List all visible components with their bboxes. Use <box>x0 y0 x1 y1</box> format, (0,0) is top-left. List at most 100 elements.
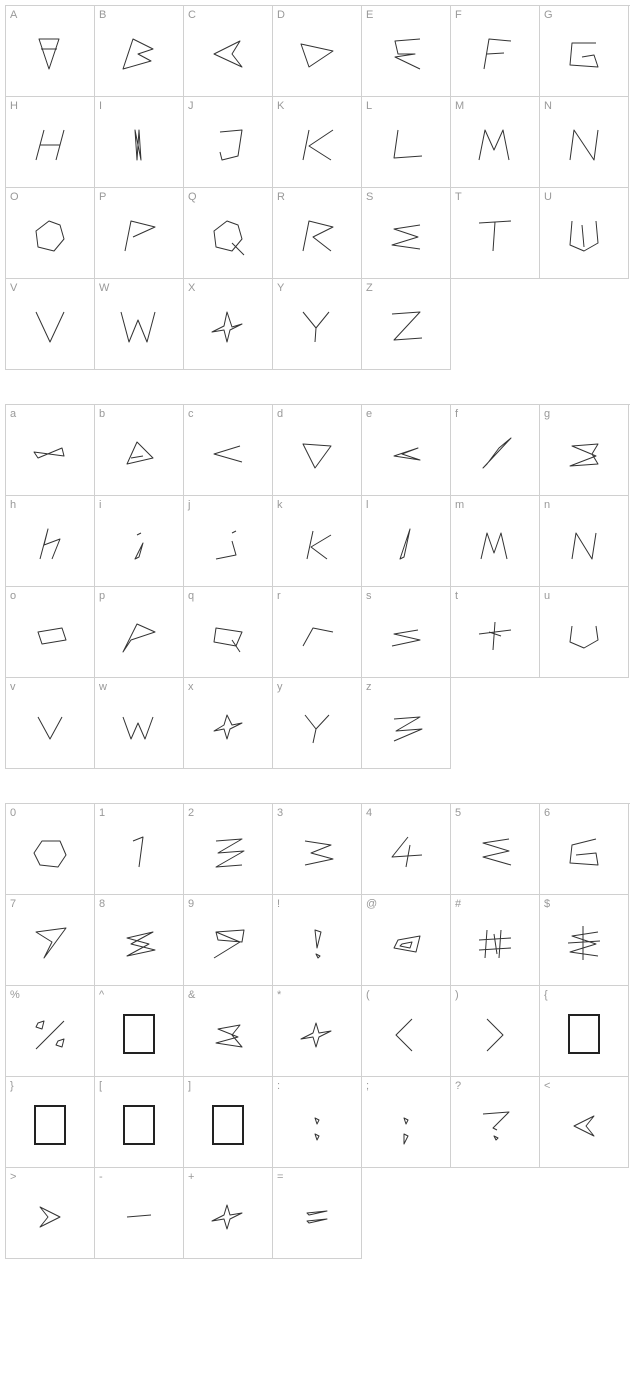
glyph-cell: 2 <box>184 804 273 895</box>
glyph-grid: ABCDEFGHIJKLMNOPQRSTUVWXYZ <box>5 5 630 370</box>
glyph-cell: M <box>451 97 540 188</box>
glyph-wrap <box>15 1096 85 1154</box>
glyph-cell: 0 <box>6 804 95 895</box>
glyph-wrap <box>193 1187 263 1245</box>
glyph-wrap <box>371 25 441 83</box>
cell-label: R <box>277 191 285 203</box>
glyph-wrap <box>104 207 174 265</box>
cell-label: J <box>188 100 194 112</box>
glyph-wrap <box>371 914 441 972</box>
glyph-c <box>202 428 254 478</box>
glyph-wrap <box>371 116 441 174</box>
glyph-cell: h <box>6 496 95 587</box>
glyph-wrap <box>371 298 441 356</box>
cell-label: & <box>188 989 195 1001</box>
glyph-cell: X <box>184 279 273 370</box>
glyph-wrap <box>282 207 352 265</box>
glyph-wrap <box>371 424 441 482</box>
glyph-wrap <box>104 914 174 972</box>
glyph-+ <box>202 1191 254 1241</box>
glyph-wrap <box>282 25 352 83</box>
cell-label: ( <box>366 989 370 1001</box>
glyph-O <box>24 211 76 261</box>
glyph-cell: ? <box>451 1077 540 1168</box>
glyph-cell: n <box>540 496 629 587</box>
cell-label: : <box>277 1080 280 1092</box>
glyph-wrap <box>460 25 530 83</box>
cell-label: b <box>99 408 105 420</box>
cell-label: z <box>366 681 372 693</box>
cell-label: F <box>455 9 462 21</box>
cell-label: o <box>10 590 16 602</box>
glyph-@ <box>380 918 432 968</box>
glyph-f <box>469 428 521 478</box>
cell-label: 2 <box>188 807 194 819</box>
cell-label: ? <box>455 1080 461 1092</box>
cell-label: N <box>544 100 552 112</box>
glyph-& <box>202 1009 254 1059</box>
cell-label: g <box>544 408 550 420</box>
glyph-cell: x <box>184 678 273 769</box>
glyph-cell: @ <box>362 895 451 986</box>
cell-label: B <box>99 9 106 21</box>
glyph-cell: < <box>540 1077 629 1168</box>
cell-label: d <box>277 408 283 420</box>
glyph-cell: B <box>95 6 184 97</box>
cell-label: O <box>10 191 19 203</box>
glyph-P <box>113 211 165 261</box>
glyph-cell: > <box>6 1168 95 1259</box>
glyph-wrap <box>15 298 85 356</box>
glyph-N <box>558 120 610 170</box>
glyph-y <box>291 701 343 751</box>
glyph-wrap <box>460 1096 530 1154</box>
cell-label: ! <box>277 898 280 910</box>
cell-label: L <box>366 100 372 112</box>
glyph-wrap <box>15 697 85 755</box>
glyph-R <box>291 211 343 261</box>
glyph-cell: O <box>6 188 95 279</box>
glyph-cell: o <box>6 587 95 678</box>
glyph-cell: c <box>184 405 273 496</box>
glyph-cell: 1 <box>95 804 184 895</box>
glyph-W <box>113 302 165 352</box>
glyph-wrap <box>371 207 441 265</box>
glyph-wrap <box>282 424 352 482</box>
cell-label: K <box>277 100 284 112</box>
glyph-cell: E <box>362 6 451 97</box>
cell-label: i <box>99 499 101 511</box>
glyph-5 <box>469 827 521 877</box>
glyph-cell: Z <box>362 279 451 370</box>
cell-label: { <box>544 989 548 1001</box>
glyph-cell: 4 <box>362 804 451 895</box>
cell-label: 9 <box>188 898 194 910</box>
glyph-cell: 3 <box>273 804 362 895</box>
glyph-q <box>202 610 254 660</box>
glyph-X <box>202 302 254 352</box>
glyph-section: 0123456789!@#$%^&*(){}[]:;?<>-+= <box>5 803 635 1259</box>
glyph-cell: I <box>95 97 184 188</box>
glyph-wrap <box>193 823 263 881</box>
glyph-cell: K <box>273 97 362 188</box>
glyph-wrap <box>15 1187 85 1245</box>
cell-label: C <box>188 9 196 21</box>
glyph-cell: * <box>273 986 362 1077</box>
glyph-cell: t <box>451 587 540 678</box>
glyph-4 <box>380 827 432 877</box>
glyph-wrap <box>193 116 263 174</box>
glyph-wrap <box>549 914 619 972</box>
glyph-3 <box>291 827 343 877</box>
glyph-wrap <box>282 1187 352 1245</box>
glyph-* <box>291 1009 343 1059</box>
glyph-wrap <box>282 606 352 664</box>
glyph-cell: l <box>362 496 451 587</box>
glyph-wrap <box>371 606 441 664</box>
glyph-2 <box>202 827 254 877</box>
glyph-; <box>380 1100 432 1150</box>
glyph-o <box>24 610 76 660</box>
glyph-wrap <box>371 697 441 755</box>
glyph-wrap <box>104 1096 174 1154</box>
glyph-( <box>380 1009 432 1059</box>
cell-label: T <box>455 191 462 203</box>
cell-label: > <box>10 1171 16 1183</box>
glyph-B <box>113 29 165 79</box>
